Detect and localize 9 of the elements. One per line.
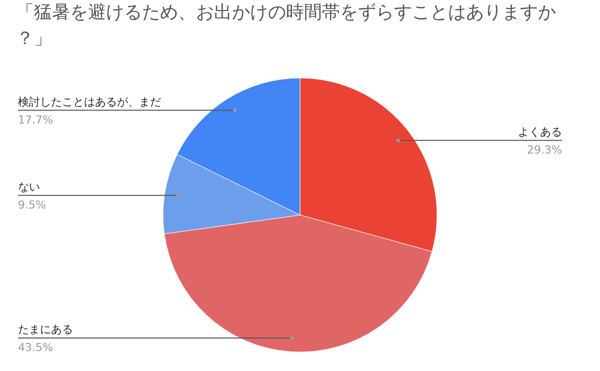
data-label: 29.3% <box>527 143 562 156</box>
chart-title: 「猛暑を避けるため、お出かけの時間帯をずらすことはありますか？」 <box>16 2 556 49</box>
data-label: 9.5% <box>18 198 46 212</box>
data-label: 43.5% <box>18 341 53 354</box>
slice-label: ない <box>18 180 40 194</box>
slice-label: よくある <box>518 125 562 138</box>
data-label: 17.7% <box>18 113 53 126</box>
slice-label: 検討したことはあるが、まだ <box>18 95 161 108</box>
slice-label: たまにある <box>18 323 73 336</box>
